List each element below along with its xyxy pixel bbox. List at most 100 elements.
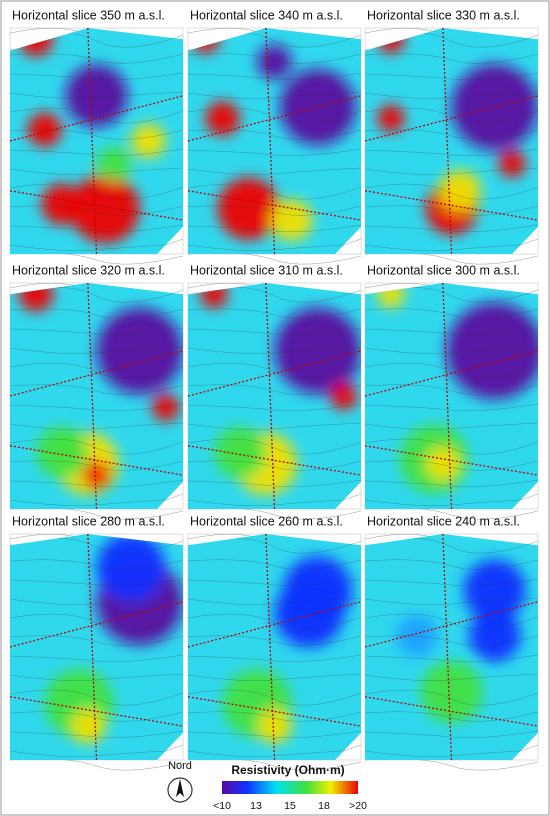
anomaly: [420, 661, 483, 724]
map-panel: [9, 282, 184, 520]
road: [364, 696, 539, 727]
contour: [365, 635, 538, 646]
contour: [188, 730, 361, 738]
road: [265, 27, 276, 255]
map-panel: [187, 282, 362, 520]
contour: [188, 479, 361, 487]
contour: [10, 167, 183, 175]
contour: [10, 749, 183, 757]
panel-title: Horizontal slice 340 m a.s.l.: [190, 8, 343, 22]
contour: [365, 107, 538, 124]
contour: [10, 346, 183, 354]
contour: [10, 730, 183, 738]
contour: [188, 148, 361, 156]
contour: [365, 308, 538, 319]
contour: [10, 403, 183, 411]
panel-title: Horizontal slice 320 m a.s.l.: [12, 263, 165, 277]
contour: [365, 362, 538, 379]
contour: [188, 384, 361, 395]
contour: [10, 183, 183, 200]
contour: [365, 460, 538, 471]
anomaly: [96, 146, 132, 181]
anomaly: [35, 426, 88, 479]
anomaly: [205, 101, 240, 136]
contour: [188, 183, 361, 200]
contour: [10, 148, 183, 156]
contour: [188, 460, 361, 471]
contour: [10, 597, 183, 605]
panel-title: Horizontal slice 330 m a.s.l.: [367, 8, 520, 22]
road: [87, 282, 98, 510]
map-panel: [187, 27, 362, 265]
contour: [10, 578, 183, 586]
resistivity: [365, 534, 538, 760]
resistivity: [188, 283, 361, 509]
resistivity: [10, 283, 183, 509]
colorbar-tick-label: >20: [349, 800, 367, 812]
contour: [188, 654, 361, 662]
contour: [10, 689, 183, 706]
map-panel: [364, 533, 539, 771]
contour: [188, 53, 361, 64]
contour: [365, 749, 538, 757]
north-arrow: Nord: [167, 760, 193, 803]
anomaly: [329, 382, 358, 410]
contour: [365, 559, 538, 570]
anomaly: [396, 614, 438, 657]
road: [364, 445, 539, 476]
anomaly: [498, 149, 526, 178]
contour: [10, 673, 183, 681]
contour: [365, 689, 538, 706]
map-panel: [9, 533, 184, 771]
road: [364, 190, 539, 221]
resistivity: [188, 28, 361, 254]
contour: [10, 91, 183, 99]
road: [265, 533, 276, 761]
contour: [365, 578, 538, 586]
road: [364, 95, 539, 142]
road: [87, 533, 98, 761]
anomaly: [274, 578, 344, 648]
contour: [10, 362, 183, 379]
contour: [10, 460, 183, 471]
anomaly: [271, 199, 313, 241]
contour: [365, 384, 538, 395]
contour: [188, 438, 361, 455]
anomaly: [96, 307, 183, 395]
contour: [365, 243, 538, 251]
anomaly: [439, 169, 481, 212]
contour: [365, 148, 538, 156]
blobs: [191, 28, 356, 241]
contour: [10, 53, 183, 64]
contour: [365, 72, 538, 80]
anomaly: [468, 609, 521, 662]
contour: [10, 635, 183, 646]
contour: [365, 224, 538, 232]
contour: [10, 205, 183, 216]
panel-title: Horizontal slice 300 m a.s.l.: [367, 263, 520, 277]
road: [442, 533, 453, 761]
anomaly: [96, 534, 166, 603]
contour: [188, 129, 361, 140]
contour: [365, 438, 538, 455]
contour: [365, 597, 538, 605]
contour: [188, 711, 361, 722]
contour: [10, 479, 183, 487]
resistivity: [188, 534, 361, 760]
contour: [188, 224, 361, 232]
blobs: [377, 28, 538, 235]
contour: [10, 243, 183, 251]
north-label: Nord: [168, 760, 192, 772]
anomaly: [257, 708, 292, 744]
anomaly: [151, 393, 180, 422]
blobs: [200, 283, 361, 495]
colorbar-tick-label: <10: [213, 800, 231, 812]
contour: [10, 224, 183, 232]
contour: [10, 327, 183, 335]
anomaly: [425, 446, 461, 482]
contour: [365, 403, 538, 411]
road: [9, 190, 184, 221]
contour: [188, 167, 361, 175]
contour: [10, 384, 183, 395]
contour: [10, 498, 183, 506]
